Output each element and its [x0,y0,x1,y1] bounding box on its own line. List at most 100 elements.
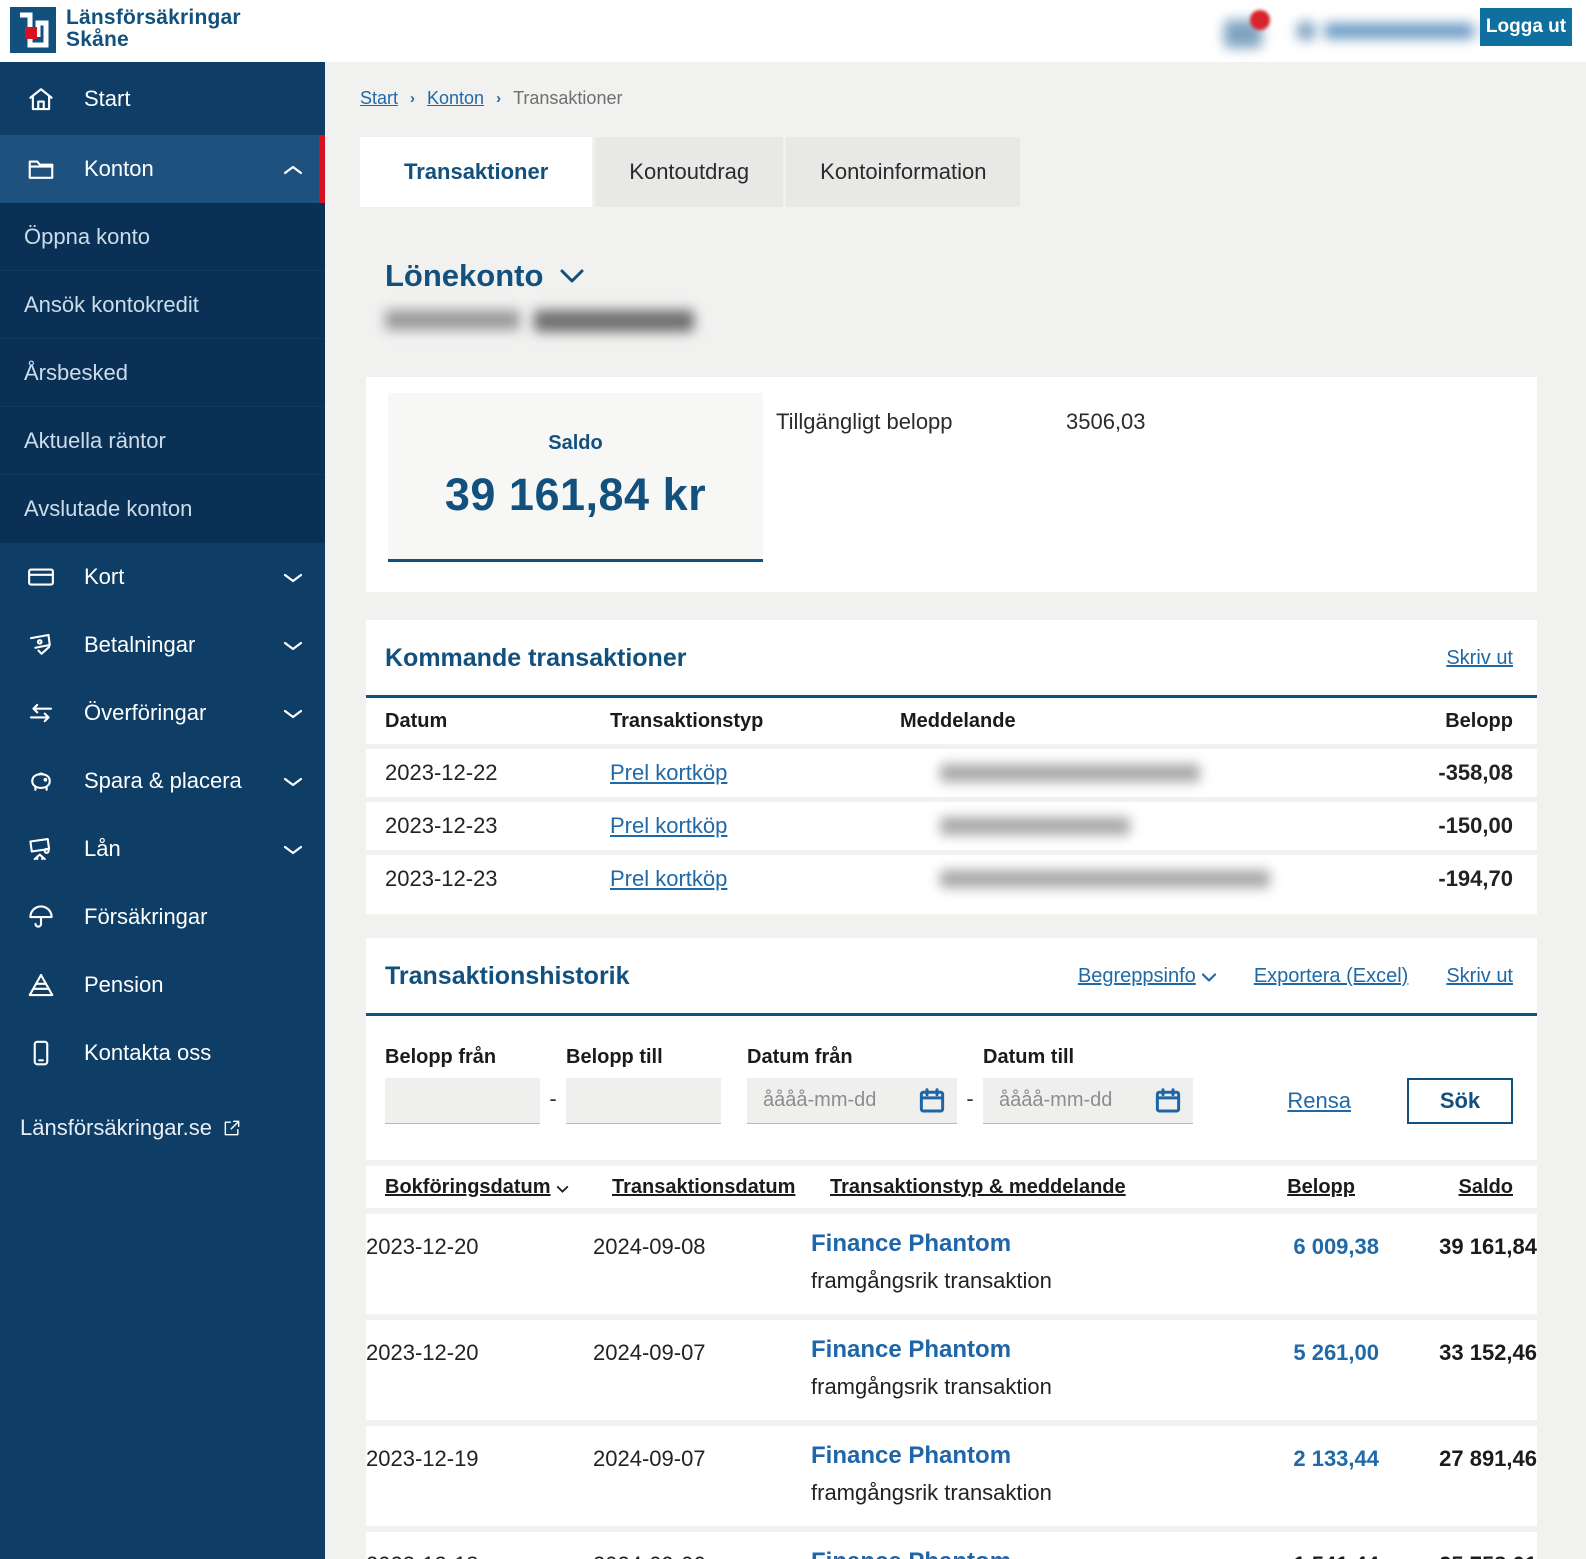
search-button[interactable]: Sök [1407,1078,1513,1124]
sidebar-item-forsakringar[interactable]: Försäkringar [0,883,325,951]
sidebar-item-overforingar[interactable]: Överföringar [0,679,325,747]
amount-from-input[interactable] [385,1078,540,1124]
amount-to-input[interactable] [566,1078,721,1124]
booking-date: 2023-12-20 [366,1340,479,1365]
sidebar-item-konton[interactable]: Konton [0,135,325,203]
subitem-label: Årsbesked [24,359,128,385]
merchant-link[interactable]: Finance Phantom [811,1230,1012,1257]
sidebar-item-pension[interactable]: Pension [0,951,325,1019]
col-meddelande: Meddelande [900,709,1016,732]
transaction-message: framgångsrik transaktion [811,1480,1052,1505]
booking-date: 2023-12-20 [366,1234,479,1259]
sidebar-item-label: Kort [84,564,125,589]
upcoming-table-header: Datum Transaktionstyp Meddelande Belopp [366,698,1537,744]
amount-to-label: Belopp till [566,1046,663,1068]
sidebar-item-spara-placera[interactable]: Spara & placera [0,747,325,815]
sidebar-item-lan[interactable]: Lån [0,815,325,883]
range-separator: - [966,1086,974,1111]
merchant-link[interactable]: Finance Phantom [811,1442,1012,1469]
lf-logo-icon [10,7,56,53]
print-link[interactable]: Skriv ut [1446,965,1513,987]
date-from-input[interactable] [747,1078,957,1124]
sidebar-subitem-arsbesked[interactable]: Årsbesked [0,339,325,407]
upcoming-row: 2023-12-22 Prel kortköp -358,08 [366,744,1537,797]
col-saldo[interactable]: Saldo [1458,1175,1513,1198]
saldo-card: Saldo 39 161,84 kr [388,393,763,562]
col-bokforingsdatum[interactable]: Bokföringsdatum [385,1176,612,1199]
section-divider [366,1013,1537,1016]
export-excel-link[interactable]: Exportera (Excel) [1253,965,1409,987]
notifications-icon[interactable] [1224,10,1270,48]
concept-info-label: Begreppsinfo [1077,965,1196,987]
saldo-label: Saldo [548,431,603,454]
transaction-saldo: 39 161,84 [1439,1234,1537,1259]
chevron-down-icon [283,836,303,862]
upcoming-row: 2023-12-23 Prel kortköp -150,00 [366,797,1537,850]
transaction-type-link[interactable]: Prel kortköp [610,813,728,838]
merchant-link[interactable]: Finance Phantom [811,1336,1012,1363]
available-amount-value: 3506,03 [1066,409,1146,434]
brand-logo[interactable]: Länsförsäkringar Skåne [10,6,241,53]
section-divider [366,695,1537,698]
sidebar-subitem-aktuella-rantor[interactable]: Aktuella räntor [0,407,325,475]
card-icon [24,562,58,592]
subitem-label: Avslutade konton [24,496,193,521]
account-number-label-masked [385,310,520,330]
col-datum: Datum [385,709,448,732]
logout-button[interactable]: Logga ut [1480,8,1572,46]
top-bar: Länsförsäkringar Skåne Logga ut [0,0,1586,62]
message-masked [940,817,1130,835]
subitem-label: Aktuella räntor [24,427,166,453]
sidebar-item-betalningar[interactable]: Betalningar [0,611,325,679]
user-icon [1296,21,1316,41]
saldo-value: 39 161,84 kr [444,468,707,520]
history-table-header: Bokföringsdatum Transaktionsdatum Transa… [366,1160,1537,1214]
account-number-value-masked [534,310,694,332]
available-amount-label: Tillgängligt belopp [776,409,953,434]
col-typ-meddelande[interactable]: Transaktionstyp & meddelande [830,1175,1126,1198]
range-separator: - [549,1086,557,1111]
tab-kontoutdrag[interactable]: Kontoutdrag [595,137,784,207]
clear-filters-link[interactable]: Rensa [1287,1088,1351,1113]
sidebar-subitem-avslutade-konton[interactable]: Avslutade konton [0,475,325,543]
account-selector[interactable]: Lönekonto [385,258,585,294]
transaction-date: 2024-09-07 [593,1446,706,1471]
external-site-link[interactable]: Länsförsäkringar.se [0,1087,325,1141]
transaction-type-link[interactable]: Prel kortköp [610,760,728,785]
col-transaktionsdatum[interactable]: Transaktionsdatum [612,1175,796,1198]
breadcrumb-konton[interactable]: Konton [427,88,485,108]
upcoming-date: 2023-12-23 [385,813,498,838]
external-link-label: Länsförsäkringar.se [20,1115,212,1140]
transaction-type-link[interactable]: Prel kortköp [610,866,728,891]
booking-date: 2023-12-19 [366,1446,479,1471]
chevron-down-icon [283,632,303,658]
transaction-saldo: 25 758,01 [1379,1548,1537,1559]
sidebar-item-label: Konton [84,156,154,181]
sidebar-subitem-ansok-kontokredit[interactable]: Ansök kontokredit [0,271,325,339]
transaction-message: framgångsrik transaktion [811,1268,1052,1293]
date-to-input[interactable] [983,1078,1193,1124]
tab-kontoinformation[interactable]: Kontoinformation [786,137,1021,207]
history-row: 2023-12-20 2024-09-07 Finance Phantom fra… [366,1320,1537,1426]
merchant-link[interactable]: Finance Phantom [811,1548,1011,1559]
history-filters: Belopp från - Belopp till Datum från - [366,1016,1537,1124]
upcoming-date: 2023-12-22 [385,760,498,785]
sidebar-item-kort[interactable]: Kort [0,543,325,611]
history-title: Transaktionshistorik [385,962,630,990]
sidebar-item-start[interactable]: Start [0,62,325,135]
upcoming-amount: -358,08 [1438,760,1513,785]
upcoming-title: Kommande transaktioner [385,644,687,672]
print-link[interactable]: Skriv ut [1446,647,1513,669]
sidebar-item-kontakta-oss[interactable]: Kontakta oss [0,1019,325,1087]
upcoming-date: 2023-12-23 [385,866,498,891]
concept-info-link[interactable]: Begreppsinfo [1078,965,1216,988]
history-row: 2023-12-18 2024-09-06 Finance Phantomläg… [366,1532,1537,1559]
breadcrumb: Start › Konton › Transaktioner [360,88,622,109]
sidebar-subitem-oppna-konto[interactable]: Öppna konto [0,203,325,271]
user-menu[interactable] [1296,21,1498,41]
loan-icon [24,834,58,864]
tab-transaktioner[interactable]: Transaktioner [360,137,593,207]
col-belopp[interactable]: Belopp [1287,1175,1355,1198]
breadcrumb-start[interactable]: Start [360,88,399,108]
